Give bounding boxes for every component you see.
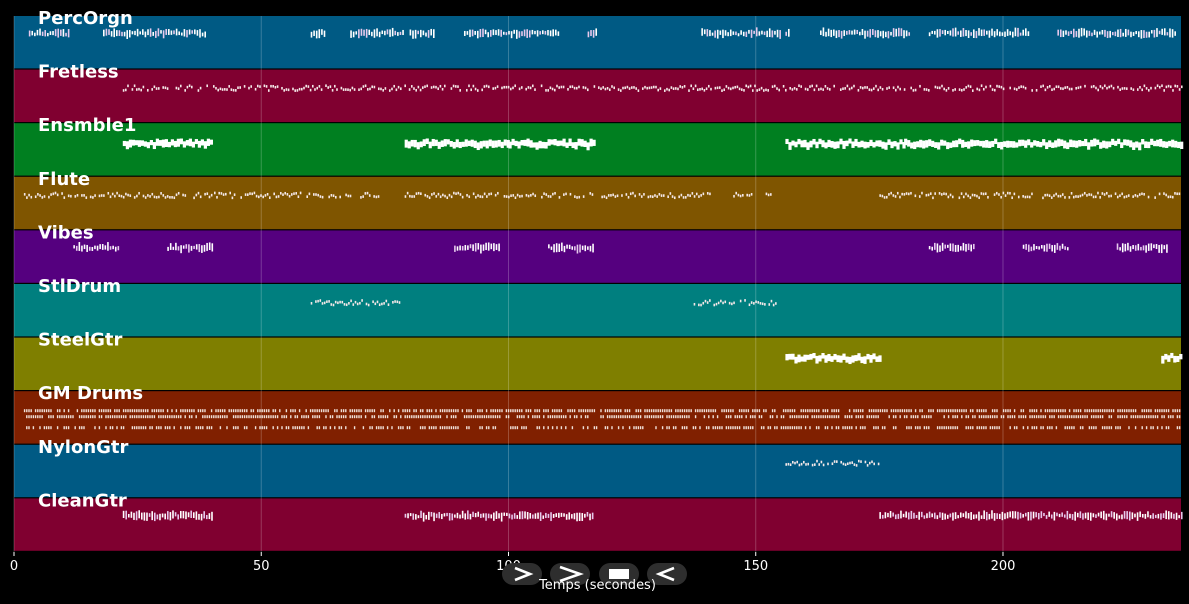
note-segment xyxy=(508,138,596,151)
note-segment xyxy=(879,510,1183,521)
note-segment xyxy=(587,28,598,38)
track-label: Fretless xyxy=(38,62,119,83)
note-segment xyxy=(360,191,380,199)
note-segment xyxy=(693,299,777,307)
play-icon xyxy=(514,566,534,582)
note-segment xyxy=(404,191,594,200)
note-segment xyxy=(404,138,510,151)
note-segment xyxy=(733,191,753,198)
stop-icon xyxy=(609,569,629,579)
note-segment xyxy=(548,242,594,254)
x-axis-label: Temps (secondes) xyxy=(539,578,656,593)
note-segment xyxy=(73,242,120,252)
note-segment xyxy=(701,27,781,39)
track-label: NylonGtr xyxy=(38,437,129,458)
track-label: PercOrgn xyxy=(38,8,133,29)
x-tick-label: 200 xyxy=(991,559,1016,574)
track-label: Vibes xyxy=(38,222,94,243)
note-segment xyxy=(345,193,352,198)
note-segment xyxy=(785,459,880,467)
track-lane-steelgtr xyxy=(14,337,1181,390)
note-segment xyxy=(404,510,594,522)
stop-button[interactable] xyxy=(599,563,639,585)
track-label: Ensmble1 xyxy=(38,115,136,136)
note-segment xyxy=(23,409,1181,430)
note-segment xyxy=(310,29,326,39)
note-segment xyxy=(454,242,500,254)
note-segment xyxy=(23,191,213,200)
play-button[interactable] xyxy=(502,563,542,585)
note-segment xyxy=(1022,243,1069,253)
note-segment xyxy=(409,28,435,39)
note-segment xyxy=(820,27,911,39)
note-segment xyxy=(904,138,1184,151)
note-segment xyxy=(310,299,401,307)
track-label: GM Drums xyxy=(38,383,143,404)
note-segment xyxy=(122,138,213,150)
note-segment xyxy=(1116,242,1168,254)
note-segment xyxy=(463,28,560,39)
x-tick-label: 50 xyxy=(253,559,270,574)
note-segment xyxy=(785,28,790,37)
playback-controls xyxy=(500,563,690,587)
note-segment xyxy=(1057,27,1176,39)
track-label: StlDrum xyxy=(38,276,121,297)
note-segment xyxy=(28,28,70,38)
note-segment xyxy=(928,27,1030,39)
track-lane-nylongtr xyxy=(14,444,1181,498)
track-lane-flute xyxy=(14,176,1181,230)
track-lane-percorgn xyxy=(14,16,1181,69)
note-segment xyxy=(350,27,404,39)
note-segment xyxy=(785,352,882,365)
note-segment xyxy=(1161,352,1183,364)
track-label: CleanGtr xyxy=(38,490,127,511)
x-tick-label: 150 xyxy=(743,559,768,574)
track-label: Flute xyxy=(38,169,90,190)
note-segment xyxy=(213,191,341,200)
x-tick-label: 0 xyxy=(10,559,18,574)
note-segment xyxy=(785,138,906,150)
note-segment xyxy=(601,191,711,200)
note-segment xyxy=(765,192,772,197)
note-segment xyxy=(928,242,975,253)
back-icon xyxy=(655,566,675,582)
back-button[interactable] xyxy=(647,563,687,585)
note-segment xyxy=(122,84,1183,92)
next-button[interactable] xyxy=(550,563,590,585)
note-segment xyxy=(122,510,213,522)
track-lane-stldrum xyxy=(14,284,1181,337)
track-lane-fretless xyxy=(14,69,1181,122)
track-label: SteelGtr xyxy=(38,330,123,351)
note-segment xyxy=(167,242,214,254)
note-segment xyxy=(103,28,207,39)
chevron-right-icon xyxy=(559,565,584,583)
track-lane-cleangtr xyxy=(14,498,1181,551)
track-lane-vibes xyxy=(14,230,1181,283)
note-segment xyxy=(879,191,1181,200)
track-lane-ensmble1 xyxy=(14,123,1181,176)
